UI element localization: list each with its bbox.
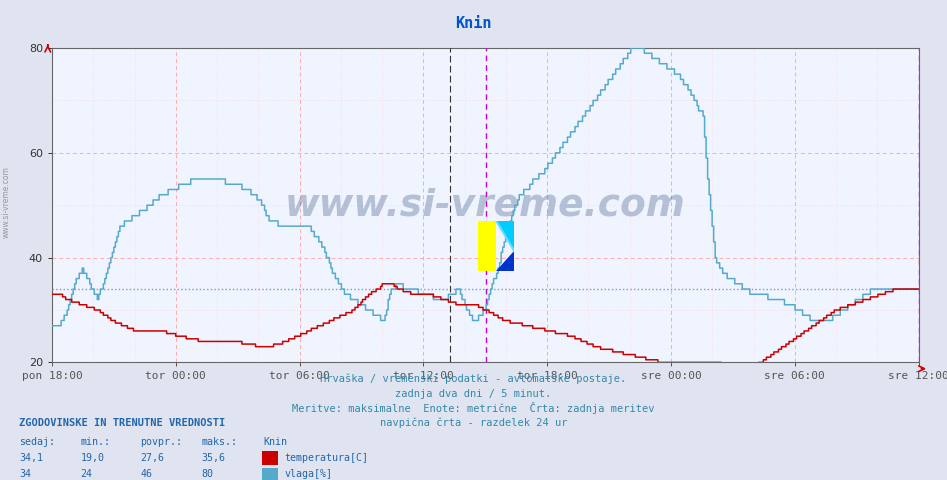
Text: 46: 46	[140, 469, 152, 479]
Text: 35,6: 35,6	[202, 453, 225, 463]
Text: 19,0: 19,0	[80, 453, 104, 463]
Text: www.si-vreme.com: www.si-vreme.com	[285, 187, 686, 223]
Text: vlaga[%]: vlaga[%]	[284, 469, 332, 479]
Text: povpr.:: povpr.:	[140, 437, 182, 446]
Text: Meritve: maksimalne  Enote: metrične  Črta: zadnja meritev: Meritve: maksimalne Enote: metrične Črta…	[293, 402, 654, 414]
Text: 27,6: 27,6	[140, 453, 164, 463]
Text: www.si-vreme.com: www.si-vreme.com	[2, 166, 11, 238]
Text: 34: 34	[19, 469, 31, 479]
Text: Knin: Knin	[263, 437, 287, 446]
Text: 34,1: 34,1	[19, 453, 43, 463]
Bar	[478, 221, 496, 271]
Text: Knin: Knin	[456, 15, 491, 31]
Text: temperatura[C]: temperatura[C]	[284, 453, 368, 463]
Polygon shape	[496, 221, 514, 251]
Text: min.:: min.:	[80, 437, 111, 446]
Text: sedaj:: sedaj:	[19, 437, 55, 446]
Polygon shape	[496, 251, 514, 271]
Text: ZGODOVINSKE IN TRENUTNE VREDNOSTI: ZGODOVINSKE IN TRENUTNE VREDNOSTI	[19, 419, 225, 428]
Text: 24: 24	[80, 469, 93, 479]
Text: maks.:: maks.:	[202, 437, 238, 446]
Text: Hrvaška / vremenski podatki - avtomatske postaje.: Hrvaška / vremenski podatki - avtomatske…	[320, 374, 627, 384]
Text: navpična črta - razdelek 24 ur: navpična črta - razdelek 24 ur	[380, 417, 567, 428]
Text: 80: 80	[202, 469, 214, 479]
Text: zadnja dva dni / 5 minut.: zadnja dva dni / 5 minut.	[396, 389, 551, 398]
